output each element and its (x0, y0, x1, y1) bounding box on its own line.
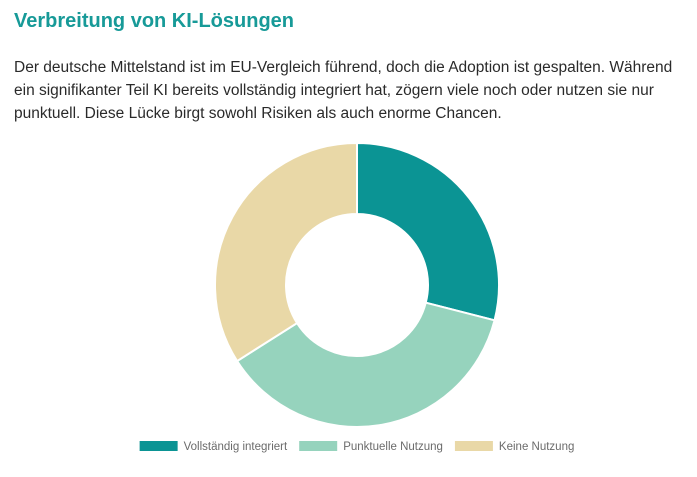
legend-item-2[interactable]: Punktuelle Nutzung (299, 441, 443, 453)
slice-2[interactable] (235, 301, 496, 428)
slice-1[interactable] (356, 141, 500, 322)
legend-item-1[interactable]: Vollständig integriert (139, 441, 288, 453)
legend-swatch (454, 441, 493, 451)
legend-label: Keine Nutzung (499, 441, 574, 453)
legend-swatch (299, 441, 338, 451)
slice-3[interactable] (214, 141, 358, 363)
legend-label: Punktuelle Nutzung (343, 441, 443, 453)
legend-item-3[interactable]: Keine Nutzung (454, 441, 574, 453)
chart-description: Der deutsche Mittelstand ist im EU-Vergl… (14, 59, 673, 122)
chart-title: Verbreitung von KI-Lösungen (14, 10, 295, 32)
legend-swatch (139, 441, 178, 451)
legend-label: Vollständig integriert (184, 441, 288, 453)
